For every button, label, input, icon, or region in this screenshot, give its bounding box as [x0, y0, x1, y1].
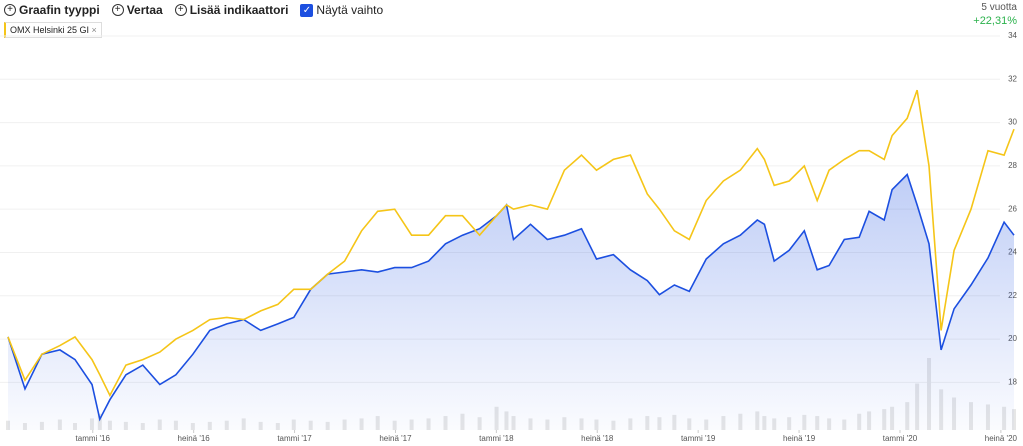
y-tick-label: 30 [1008, 118, 1017, 127]
y-tick-label: 26 [1008, 204, 1017, 213]
x-tick-label: tammi '17 [277, 434, 312, 443]
chart-type-button[interactable]: + Graafin tyyppi [4, 3, 100, 17]
x-tick-label: heinä '17 [379, 434, 412, 443]
series-line [7, 89, 1015, 398]
area [8, 174, 1014, 430]
period-change: +22,31% [973, 15, 1017, 27]
volume-toggle[interactable]: ✓ Näytä vaihto [300, 3, 383, 17]
icon: + [4, 4, 16, 16]
y-tick-label: 28 [1008, 161, 1017, 170]
x-tick-label: heinä '18 [581, 434, 614, 443]
remove-icon[interactable]: × [91, 25, 97, 35]
compare-button[interactable]: + Vertaa [111, 3, 163, 17]
toolbar: + Graafin tyyppi + Vertaa + Lisää indikaatt… [4, 3, 383, 17]
x-tick-label: tammi '18 [479, 434, 514, 443]
x-tick-label: tammi '19 [681, 434, 716, 443]
checkbox: ✓ [300, 3, 314, 17]
label: Vertaa [126, 3, 163, 17]
period-label[interactable]: 5 vuotta [981, 2, 1017, 13]
series-line [7, 173, 1015, 422]
compare-tag[interactable]: OMX Helsinki 25 GI × [4, 22, 102, 38]
x-tick-label: heinä '16 [178, 434, 211, 443]
x-tick-label: heinä '20 [985, 434, 1018, 443]
label: Graafin tyyppi [19, 3, 100, 17]
indicator-button[interactable]: + Lisää indikaattori [174, 3, 289, 17]
x-tick-label: tammi '16 [76, 434, 111, 443]
period: 5 vuotta +22,31% [973, 2, 1017, 27]
icon: + [174, 4, 187, 16]
y-tick-label: 34 [1008, 31, 1017, 40]
label: Näytä vaihto [316, 3, 384, 17]
x-tick-label: tammi '20 [883, 434, 918, 443]
label: Lisää indikaattori [189, 3, 289, 17]
y-tick-label: 32 [1008, 74, 1017, 83]
legend-entry: OMX Helsinki 25 GI [10, 25, 90, 35]
x-tick-label: heinä '19 [783, 434, 816, 443]
icon: + [111, 4, 124, 16]
